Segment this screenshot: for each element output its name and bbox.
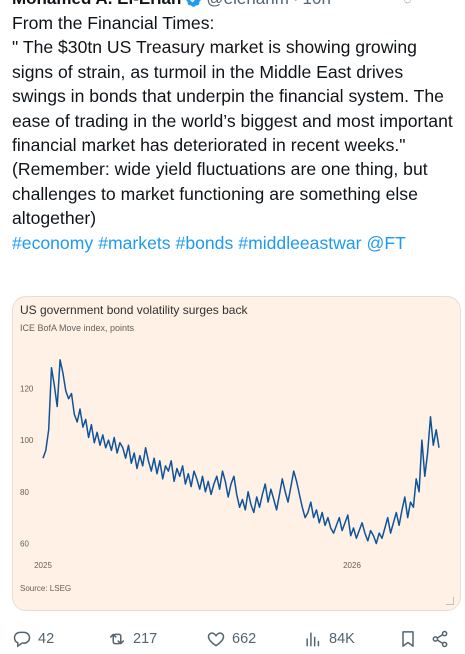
y-tick-label: 60 <box>20 539 29 548</box>
bookmark-button[interactable] <box>398 627 418 651</box>
hashtag-bonds[interactable]: #bonds <box>175 232 234 253</box>
tweet-text: From the Financial Times: " The $30tn US… <box>12 11 457 255</box>
share-button[interactable] <box>430 627 450 651</box>
chart-plot: 60 80 100 120 2025 2026 <box>20 359 440 570</box>
tweet-line: (Remember: wide yield fluctuations are o… <box>12 159 428 229</box>
like-button[interactable]: 662 <box>206 627 256 651</box>
author-name[interactable]: Mohamed A. El-Erian <box>12 0 181 9</box>
author-handle[interactable]: @elerianm <box>206 0 288 9</box>
repost-icon <box>110 633 124 645</box>
image-corner-mark <box>446 597 454 605</box>
reply-count: 42 <box>38 631 55 647</box>
action-bar: 42 217 662 84K <box>12 627 462 651</box>
x-tick-label: 2026 <box>343 561 361 570</box>
repost-button[interactable]: 217 <box>107 627 157 651</box>
hashtag-list: #economy #markets #bonds #middleeastwar @FT <box>12 231 457 255</box>
chart-subtitle: ICE BofA Move index, points <box>20 323 135 333</box>
tweet-header: Mohamed A. El-Erian @elerianm · 10h ◌ <box>12 0 462 9</box>
share-icon <box>432 630 448 648</box>
hashtag-markets[interactable]: #markets <box>98 232 171 253</box>
grok-icon[interactable]: ◌ <box>403 0 412 8</box>
tweet-time[interactable]: 10h <box>303 0 331 9</box>
views-count: 84K <box>329 631 355 647</box>
views-button[interactable]: 84K <box>303 627 355 651</box>
like-icon <box>207 632 225 647</box>
verified-badge-icon <box>186 0 201 7</box>
reply-icon <box>13 631 31 648</box>
y-tick-label: 120 <box>20 384 34 393</box>
header-separator: · <box>293 0 299 9</box>
y-tick-label: 100 <box>20 436 34 445</box>
hashtag-economy[interactable]: #economy <box>12 232 94 253</box>
tweet-line: From the Financial Times: <box>12 13 215 33</box>
like-count: 662 <box>232 631 257 647</box>
chart-title: US government bond volatility surges bac… <box>20 303 248 317</box>
move-index-line <box>42 359 440 545</box>
tweet-line: " The $30tn US Treasury market is showin… <box>12 37 453 156</box>
views-icon <box>306 632 320 647</box>
hashtag-middleeastwar[interactable]: #middleeastwar <box>238 232 362 253</box>
x-tick-label: 2025 <box>34 561 52 570</box>
mention-ft[interactable]: @FT <box>366 232 406 253</box>
reply-button[interactable]: 42 <box>12 627 54 651</box>
media-image[interactable]: US government bond volatility surges bac… <box>12 296 461 611</box>
y-tick-label: 80 <box>20 488 29 497</box>
chart-source: Source: LSEG <box>20 584 72 593</box>
repost-count: 217 <box>133 631 158 647</box>
bookmark-icon <box>402 631 414 647</box>
